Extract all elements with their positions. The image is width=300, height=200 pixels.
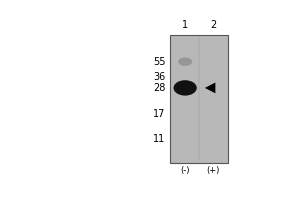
Text: 2: 2 [210,20,216,30]
Text: (-): (-) [180,166,190,175]
Text: 55: 55 [153,57,165,67]
Ellipse shape [178,57,192,66]
Text: 17: 17 [153,109,165,119]
Polygon shape [205,83,215,93]
Text: 1: 1 [182,20,188,30]
Bar [170,35,228,163]
Text: 28: 28 [153,83,165,93]
Text: 36: 36 [153,72,165,82]
Ellipse shape [173,80,197,96]
Text: (+): (+) [206,166,220,175]
Text: 11: 11 [153,134,165,144]
